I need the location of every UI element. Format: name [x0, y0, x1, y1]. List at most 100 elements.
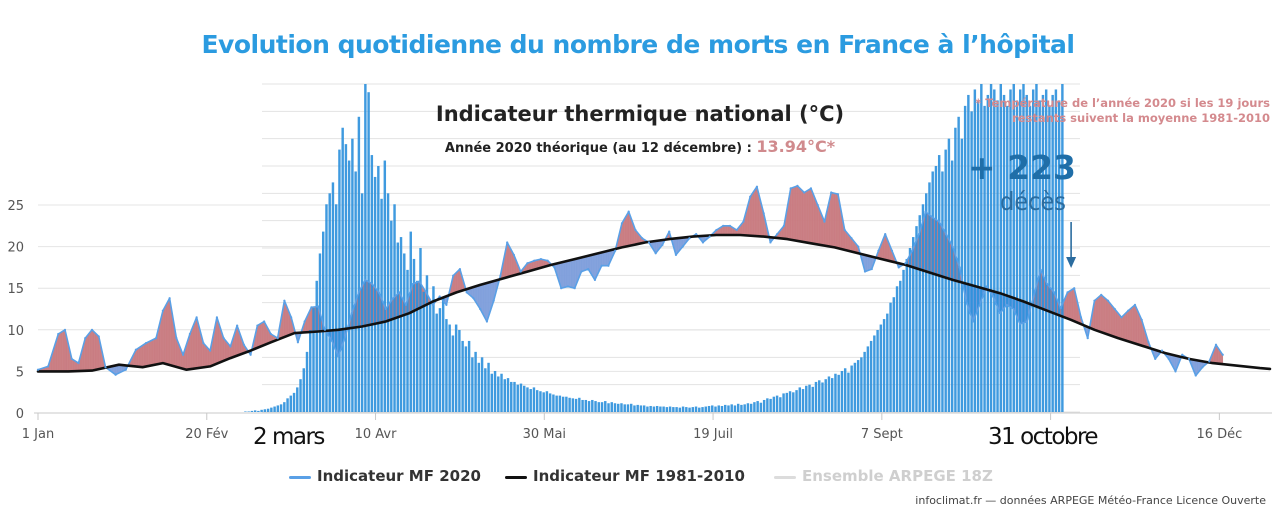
legend-swatch-arpege	[774, 476, 796, 479]
point-mf-2020	[566, 285, 570, 288]
point-mf-2020	[614, 249, 617, 252]
deaths-bar	[775, 395, 779, 412]
deaths-bar	[672, 407, 675, 412]
deaths-bar	[279, 404, 283, 412]
deaths-bar	[477, 362, 481, 412]
deaths-bar	[623, 404, 626, 412]
deaths-bar	[480, 357, 484, 412]
deaths-bar	[571, 398, 575, 412]
deaths-bar	[843, 368, 847, 412]
point-mf-2020	[269, 332, 272, 336]
deaths-bar	[516, 384, 519, 412]
series-line-mf-1981-2010	[36, 233, 1272, 373]
deaths-bar	[886, 313, 889, 412]
point-mf-2020	[735, 228, 738, 232]
deaths-bar	[574, 398, 578, 412]
deaths-bar	[490, 373, 494, 412]
subtitle-value: 13.94°C*	[756, 137, 836, 156]
deaths-bar	[860, 357, 863, 412]
point-mf-2020	[809, 187, 813, 190]
end-date-label: 31 octobre	[986, 424, 1100, 450]
deaths-bar	[328, 193, 331, 412]
point-mf-2020	[884, 233, 887, 236]
deaths-bar	[341, 127, 344, 412]
point-mf-2020	[384, 307, 387, 311]
deaths-bar	[390, 220, 393, 412]
deaths-bar	[811, 386, 814, 412]
deaths-bar	[724, 404, 727, 412]
deaths-bar	[989, 84, 993, 412]
deaths-bar	[584, 399, 588, 412]
x-tick-label-5: 7 Sept	[861, 427, 903, 442]
deaths-bar	[792, 392, 795, 412]
deaths-bar	[526, 387, 529, 412]
deaths-bar	[856, 360, 860, 412]
deaths-bar	[918, 215, 921, 412]
footnote-line-1: * Température de l’année 2020 si les 19 …	[975, 96, 1270, 110]
point-mf-2020	[573, 287, 576, 290]
deaths-bar	[273, 406, 276, 412]
deaths-bar	[445, 319, 448, 412]
point-mf-2020	[890, 249, 894, 252]
deaths-bar	[736, 403, 740, 412]
deaths-bar	[749, 403, 753, 412]
deaths-bar	[286, 398, 289, 412]
point-mf-2020	[1133, 303, 1137, 306]
point-mf-2020	[195, 316, 198, 319]
point-mf-2020	[654, 252, 657, 255]
point-mf-2020	[1005, 303, 1008, 306]
legend-label-mf-1981-2010: Indicateur MF 1981-2010	[533, 467, 745, 485]
point-mf-2020	[762, 212, 765, 215]
point-mf-2020	[668, 230, 671, 233]
point-mf-2020	[323, 328, 327, 331]
point-mf-2020	[519, 270, 522, 273]
deaths-bar	[986, 94, 990, 412]
point-mf-2020	[931, 216, 934, 219]
point-mf-2020	[425, 291, 428, 294]
point-mf-2020	[1079, 316, 1083, 319]
deaths-bar	[377, 166, 380, 412]
deaths-bar	[629, 403, 633, 412]
deaths-bar	[701, 407, 704, 412]
point-mf-2020	[749, 195, 752, 198]
deaths-bar	[604, 401, 607, 412]
deaths-bar	[1044, 89, 1048, 412]
subtitle-label: Année 2020 théorique (au 12 décembre) :	[444, 141, 752, 156]
deaths-bar	[438, 308, 442, 412]
point-mf-2020	[938, 220, 941, 223]
point-mf-2020	[1113, 307, 1116, 311]
deaths-bar	[607, 403, 610, 412]
deaths-bar	[694, 406, 698, 412]
deaths-bar	[620, 403, 623, 412]
point-mf-2020	[357, 291, 360, 294]
deaths-bar	[529, 389, 532, 412]
deaths-bar	[808, 384, 811, 412]
deaths-annotation-value: + 223	[967, 148, 1077, 187]
deaths-bar	[393, 204, 396, 412]
deaths-bar	[513, 381, 516, 412]
deaths-bar	[532, 387, 536, 412]
deaths-bar	[762, 399, 766, 412]
deaths-bar	[980, 84, 983, 412]
deaths-bar	[950, 160, 954, 412]
deaths-bar	[668, 406, 672, 412]
deaths-bar	[847, 372, 850, 412]
deaths-bar	[934, 166, 938, 412]
point-mf-2020	[870, 267, 873, 271]
deaths-bar	[594, 401, 597, 412]
point-mf-2020	[681, 245, 684, 248]
deaths-bar	[866, 346, 870, 412]
y-tick-label-5: 5	[16, 365, 24, 380]
deaths-bar	[1057, 100, 1061, 413]
deaths-bar	[347, 160, 351, 412]
point-mf-2020	[1154, 357, 1157, 361]
deaths-bar	[617, 403, 620, 412]
point-mf-2020	[182, 353, 185, 356]
point-mf-2020	[303, 320, 306, 323]
deaths-bar	[869, 340, 873, 412]
deaths-bar	[895, 286, 899, 412]
point-mf-2020	[371, 282, 374, 286]
deaths-bar	[1009, 89, 1012, 412]
point-mf-2020	[1066, 291, 1069, 294]
deaths-bar	[688, 407, 691, 412]
